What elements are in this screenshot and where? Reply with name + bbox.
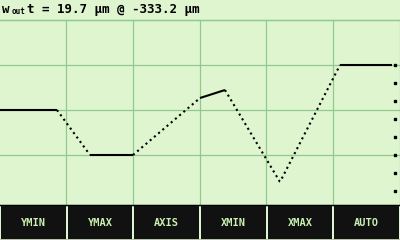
Bar: [1, 206, 66, 239]
Text: w: w: [2, 3, 10, 16]
Bar: [68, 206, 132, 239]
Text: out: out: [12, 7, 26, 16]
Text: AXIS: AXIS: [154, 217, 179, 228]
Text: XMIN: XMIN: [221, 217, 246, 228]
Text: YMIN: YMIN: [21, 217, 46, 228]
Bar: [334, 206, 399, 239]
Bar: [201, 206, 266, 239]
Text: XMAX: XMAX: [288, 217, 312, 228]
Text: t = 19.7 μm @ -333.2 μm: t = 19.7 μm @ -333.2 μm: [27, 3, 200, 16]
Bar: [268, 206, 332, 239]
Text: YMAX: YMAX: [88, 217, 112, 228]
Text: AUTO: AUTO: [354, 217, 379, 228]
Bar: [134, 206, 199, 239]
